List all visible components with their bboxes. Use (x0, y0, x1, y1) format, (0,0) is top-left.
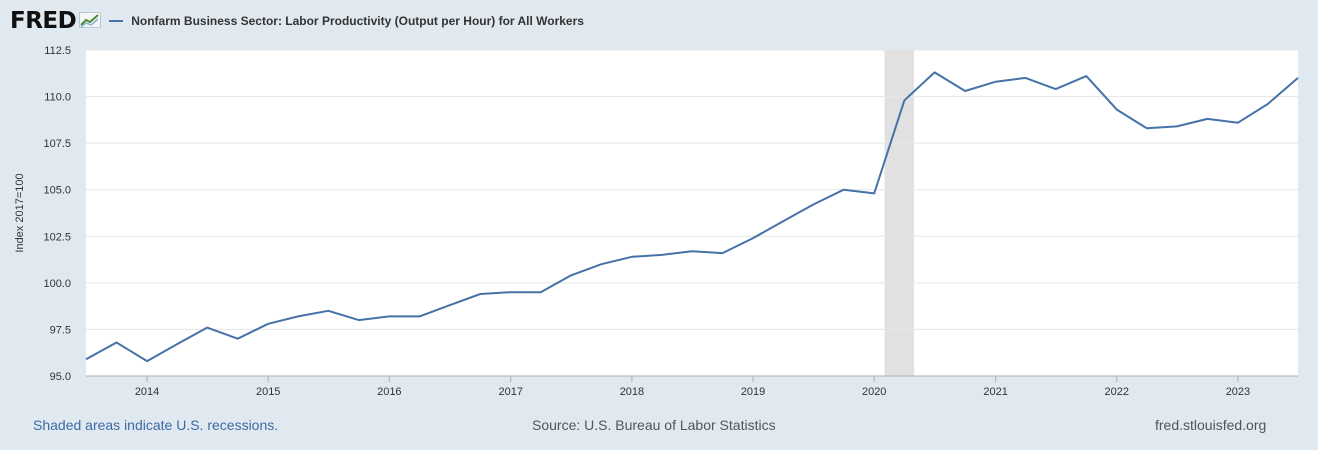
chart-trend-icon (79, 12, 102, 28)
x-tick-label: 2018 (620, 386, 644, 398)
fred-site-link[interactable]: fred.stlouisfed.org (1155, 417, 1267, 433)
x-tick-label: 2014 (135, 386, 159, 398)
recession-note: Shaded areas indicate U.S. recessions. (33, 417, 279, 433)
y-tick-label: 100.0 (43, 278, 71, 290)
y-tick-label: 102.5 (43, 231, 71, 243)
x-tick-label: 2022 (1105, 386, 1129, 398)
y-axis-label: Index 2017=100 (14, 173, 26, 252)
x-tick-label: 2015 (256, 386, 280, 398)
line-chart: 95.0 97.5 100.0 102.5 105.0 107.5 110.0 112.5 20… (14, 45, 1299, 398)
source-label: Source: U.S. Bureau of Labor Statistics (532, 417, 776, 433)
y-tick-label: 105.0 (43, 185, 71, 197)
series-line (85, 71, 1299, 363)
legend-series-swatch (109, 20, 124, 22)
chart-legend[interactable]: Nonfarm Business Sector: Labor Productiv… (109, 14, 584, 28)
y-tick-label: 112.5 (44, 45, 71, 57)
y-tick-label: 95.0 (50, 371, 71, 383)
x-tick-label: 2019 (741, 386, 765, 398)
y-tick-label: 97.5 (50, 324, 71, 336)
y-tick-label: 107.5 (43, 138, 71, 150)
legend-series-label: Nonfarm Business Sector: Labor Productiv… (131, 14, 584, 28)
fred-logo[interactable]: FRED (10, 8, 102, 34)
x-tick-label: 2016 (377, 386, 401, 398)
x-tick-label: 2020 (862, 386, 886, 398)
fred-logo-text: FRED (10, 8, 77, 34)
y-tick-label: 110.0 (44, 92, 71, 104)
chart-header: FRED Nonfarm Business Sector: Labor Prod… (10, 6, 584, 36)
x-tick-label: 2017 (499, 386, 523, 398)
x-tick-label: 2023 (1226, 386, 1250, 398)
plot-area (86, 50, 1298, 376)
x-tick-label: 2021 (983, 386, 1007, 398)
recession-shading (884, 50, 915, 376)
